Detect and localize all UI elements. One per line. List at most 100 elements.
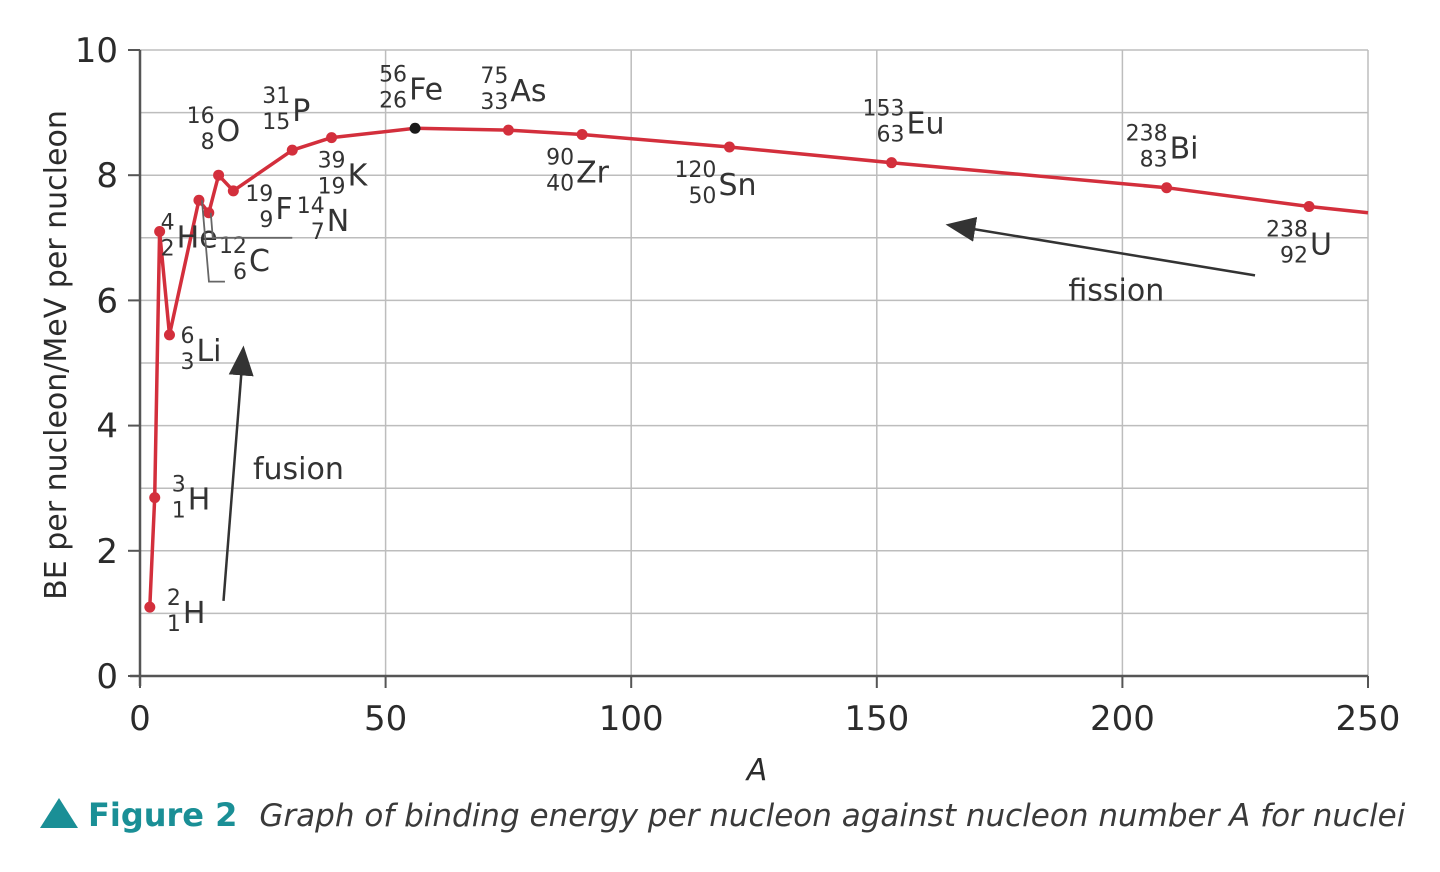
isotope-symbol: Zr (576, 156, 610, 191)
data-point (723, 141, 735, 153)
isotope-atomic-number: 15 (262, 110, 290, 135)
isotope-mass-number: 90 (546, 146, 574, 171)
isotope-label-c-12: 126 C (219, 234, 270, 285)
isotope-label-h-3: 31 H (172, 473, 211, 524)
isotope-label-o-16: 168 O (187, 104, 241, 155)
y-tick-label: 4 (96, 407, 118, 447)
isotope-atomic-number: 6 (233, 260, 247, 285)
x-tick-label: 0 (129, 699, 151, 739)
isotope-atomic-number: 1 (167, 612, 181, 637)
isotope-mass-number: 19 (245, 182, 273, 207)
fusion-label: fusion (253, 452, 344, 487)
binding-energy-line (148, 126, 1369, 608)
isotope-mass-number: 153 (863, 97, 905, 122)
fission-label: fission (1068, 273, 1164, 308)
isotope-label-he-4: 42 He (161, 211, 218, 262)
data-point (502, 124, 514, 136)
isotope-mass-number: 31 (262, 84, 290, 109)
caption-label: Figure 2 (88, 796, 238, 834)
x-axis-title: A (745, 753, 768, 788)
data-point (326, 132, 338, 144)
isotope-symbol: Li (196, 334, 221, 369)
x-tick-label: 50 (364, 699, 407, 739)
carbon-leader-line (201, 200, 225, 283)
isotope-atomic-number: 3 (180, 350, 194, 375)
data-point (286, 144, 298, 156)
isotope-mass-number: 14 (297, 194, 325, 219)
isotope-mass-number: 75 (480, 64, 508, 89)
y-tick-label: 10 (75, 31, 118, 71)
axes (128, 49, 1369, 688)
isotope-mass-number: 238 (1126, 122, 1168, 147)
annotations: fusion fission (222, 217, 1256, 601)
x-tick-label: 100 (599, 699, 664, 739)
grid (140, 49, 1369, 676)
isotope-symbol: Eu (907, 107, 945, 142)
isotope-symbol: N (327, 204, 349, 239)
data-point (149, 492, 161, 504)
isotope-symbol: K (348, 159, 369, 194)
data-point (163, 329, 175, 341)
data-point (213, 169, 225, 181)
isotope-mass-number: 238 (1266, 218, 1308, 243)
data-point (203, 207, 215, 219)
fission-arrow (945, 217, 1256, 277)
data-point (1161, 182, 1173, 194)
isotope-label-f-19: 199 F (245, 182, 292, 233)
data-point-highlight (409, 122, 421, 134)
isotope-atomic-number: 50 (688, 184, 716, 209)
data-point (886, 157, 898, 169)
fusion-arrow (222, 345, 254, 601)
y-tick-label: 0 (96, 657, 118, 697)
isotope-atomic-number: 83 (1140, 148, 1168, 173)
isotope-symbol: As (510, 74, 546, 109)
isotope-symbol: Bi (1170, 132, 1199, 167)
isotope-symbol: H (183, 596, 206, 631)
isotope-symbol: C (249, 244, 270, 279)
x-tick-label: 200 (1090, 699, 1155, 739)
isotope-atomic-number: 26 (379, 88, 407, 113)
isotope-mass-number: 2 (167, 586, 181, 611)
caption-text: Graph of binding energy per nucleon agai… (259, 798, 1406, 834)
data-point (227, 185, 239, 197)
isotope-symbol: He (177, 221, 218, 256)
isotope-symbol: O (217, 114, 241, 149)
isotope-label-h-2: 21 H (167, 586, 206, 637)
data-point (144, 601, 156, 613)
isotope-mass-number: 120 (674, 158, 716, 183)
isotope-symbol: U (1310, 228, 1332, 263)
nitrogen-leader-line (209, 212, 293, 239)
y-tick-label: 8 (96, 156, 118, 196)
isotope-mass-number: 6 (180, 324, 194, 349)
data-point (576, 129, 588, 141)
binding-energy-series (144, 122, 1369, 613)
isotope-atomic-number: 1 (172, 499, 186, 524)
isotope-symbol: Sn (718, 168, 756, 203)
isotope-mass-number: 4 (161, 211, 175, 236)
isotope-atomic-number: 8 (201, 130, 215, 155)
isotope-label-li-6: 63 Li (180, 324, 221, 375)
isotope-symbol: Fe (409, 72, 443, 107)
figure-caption: Figure 2 Graph of binding energy per nucl… (40, 796, 1405, 846)
isotope-symbol: P (292, 94, 310, 129)
data-point (154, 226, 166, 238)
isotope-mass-number: 56 (379, 62, 407, 87)
y-tick-label: 2 (96, 532, 118, 572)
isotope-atomic-number: 33 (480, 90, 508, 115)
isotope-label-n-14: 147 N (297, 194, 349, 245)
isotope-atomic-number: 92 (1280, 244, 1308, 269)
isotope-mass-number: 39 (318, 149, 346, 174)
isotope-symbol: H (188, 483, 211, 518)
